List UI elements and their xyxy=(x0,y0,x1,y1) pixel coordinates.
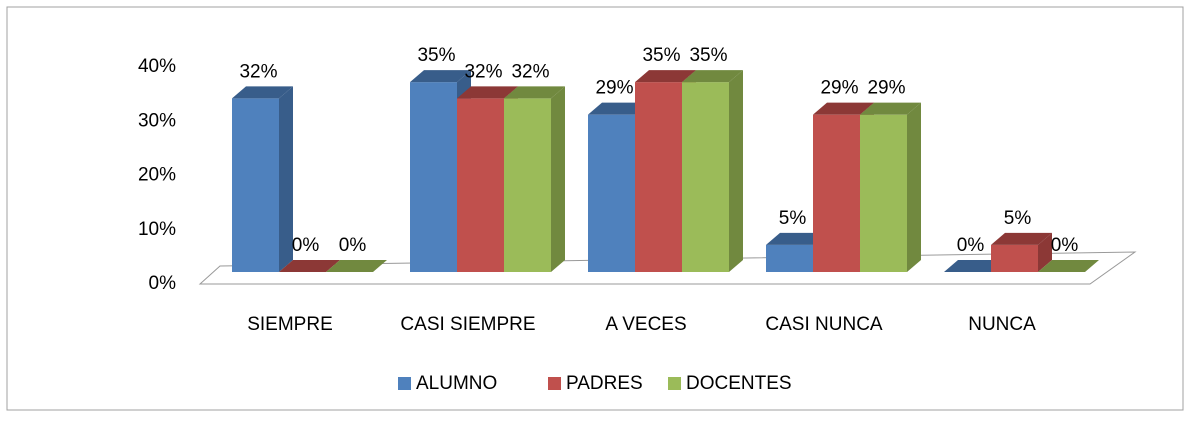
bar-front xyxy=(504,98,551,273)
bar-front xyxy=(860,114,907,272)
bar-top xyxy=(944,260,1005,272)
value-label: 35% xyxy=(642,45,680,66)
value-label: 0% xyxy=(1051,235,1079,256)
bar xyxy=(860,102,921,272)
bar-front xyxy=(682,82,729,272)
bar-front xyxy=(991,244,1038,272)
value-label: 29% xyxy=(867,78,905,99)
bar-front xyxy=(232,98,279,273)
value-label: 0% xyxy=(339,235,367,256)
bar xyxy=(232,86,293,273)
y-tick-label: 30% xyxy=(138,110,176,131)
bar-side xyxy=(279,86,293,273)
bar-front xyxy=(813,114,860,272)
x-tick-label: A VECES xyxy=(605,314,686,335)
bar-top xyxy=(766,232,827,245)
legend-label: ALUMNO xyxy=(416,373,497,394)
bar-top xyxy=(991,232,1052,245)
bar-front xyxy=(766,244,813,272)
legend-label: DOCENTES xyxy=(686,373,792,394)
bar-side xyxy=(729,70,743,272)
bar-front xyxy=(588,114,635,272)
value-label: 0% xyxy=(957,235,985,256)
x-tick-label: CASI SIEMPRE xyxy=(400,314,535,335)
bar-side xyxy=(907,102,921,272)
bar-top xyxy=(279,260,340,272)
bar xyxy=(326,260,387,272)
value-label: 32% xyxy=(239,61,277,82)
bar-top xyxy=(860,102,921,115)
bar-top xyxy=(1038,260,1099,272)
legend-swatch xyxy=(668,377,681,390)
bar-top xyxy=(410,70,471,83)
legend-swatch xyxy=(398,377,411,390)
bar-top xyxy=(588,102,649,115)
value-label: 5% xyxy=(779,208,807,229)
value-label: 32% xyxy=(464,61,502,82)
value-label: 0% xyxy=(292,235,320,256)
bar-front xyxy=(457,98,504,273)
value-label: 5% xyxy=(1004,208,1032,229)
value-label: 32% xyxy=(511,61,549,82)
x-tick-label: NUNCA xyxy=(968,314,1036,335)
y-tick-label: 40% xyxy=(138,56,176,77)
bar-side xyxy=(551,86,565,273)
bar-top xyxy=(813,102,874,115)
bar xyxy=(991,232,1052,272)
bar-top xyxy=(682,70,743,83)
bar xyxy=(279,260,340,272)
bar xyxy=(504,86,565,273)
value-label: 35% xyxy=(689,45,727,66)
y-tick-label: 0% xyxy=(149,273,177,294)
bar-top xyxy=(326,260,387,272)
floor xyxy=(198,251,1137,285)
bar xyxy=(682,70,743,272)
y-tick-label: 20% xyxy=(138,165,176,186)
bar xyxy=(1038,260,1099,272)
value-label: 35% xyxy=(417,45,455,66)
bar-side xyxy=(1038,232,1052,272)
x-tick-label: CASI NUNCA xyxy=(765,314,883,335)
legend-swatch xyxy=(548,377,561,390)
bar-top xyxy=(232,86,293,99)
bar-front xyxy=(410,82,457,272)
bar-top xyxy=(504,86,565,99)
value-label: 29% xyxy=(820,78,858,99)
legend-label: PADRES xyxy=(566,373,643,394)
bar-front xyxy=(635,82,682,272)
y-tick-label: 10% xyxy=(138,219,176,240)
bar-top xyxy=(457,86,518,99)
x-tick-label: SIEMPRE xyxy=(247,314,333,335)
bar-top xyxy=(635,70,696,83)
value-label: 29% xyxy=(595,78,633,99)
bar xyxy=(944,260,1005,272)
